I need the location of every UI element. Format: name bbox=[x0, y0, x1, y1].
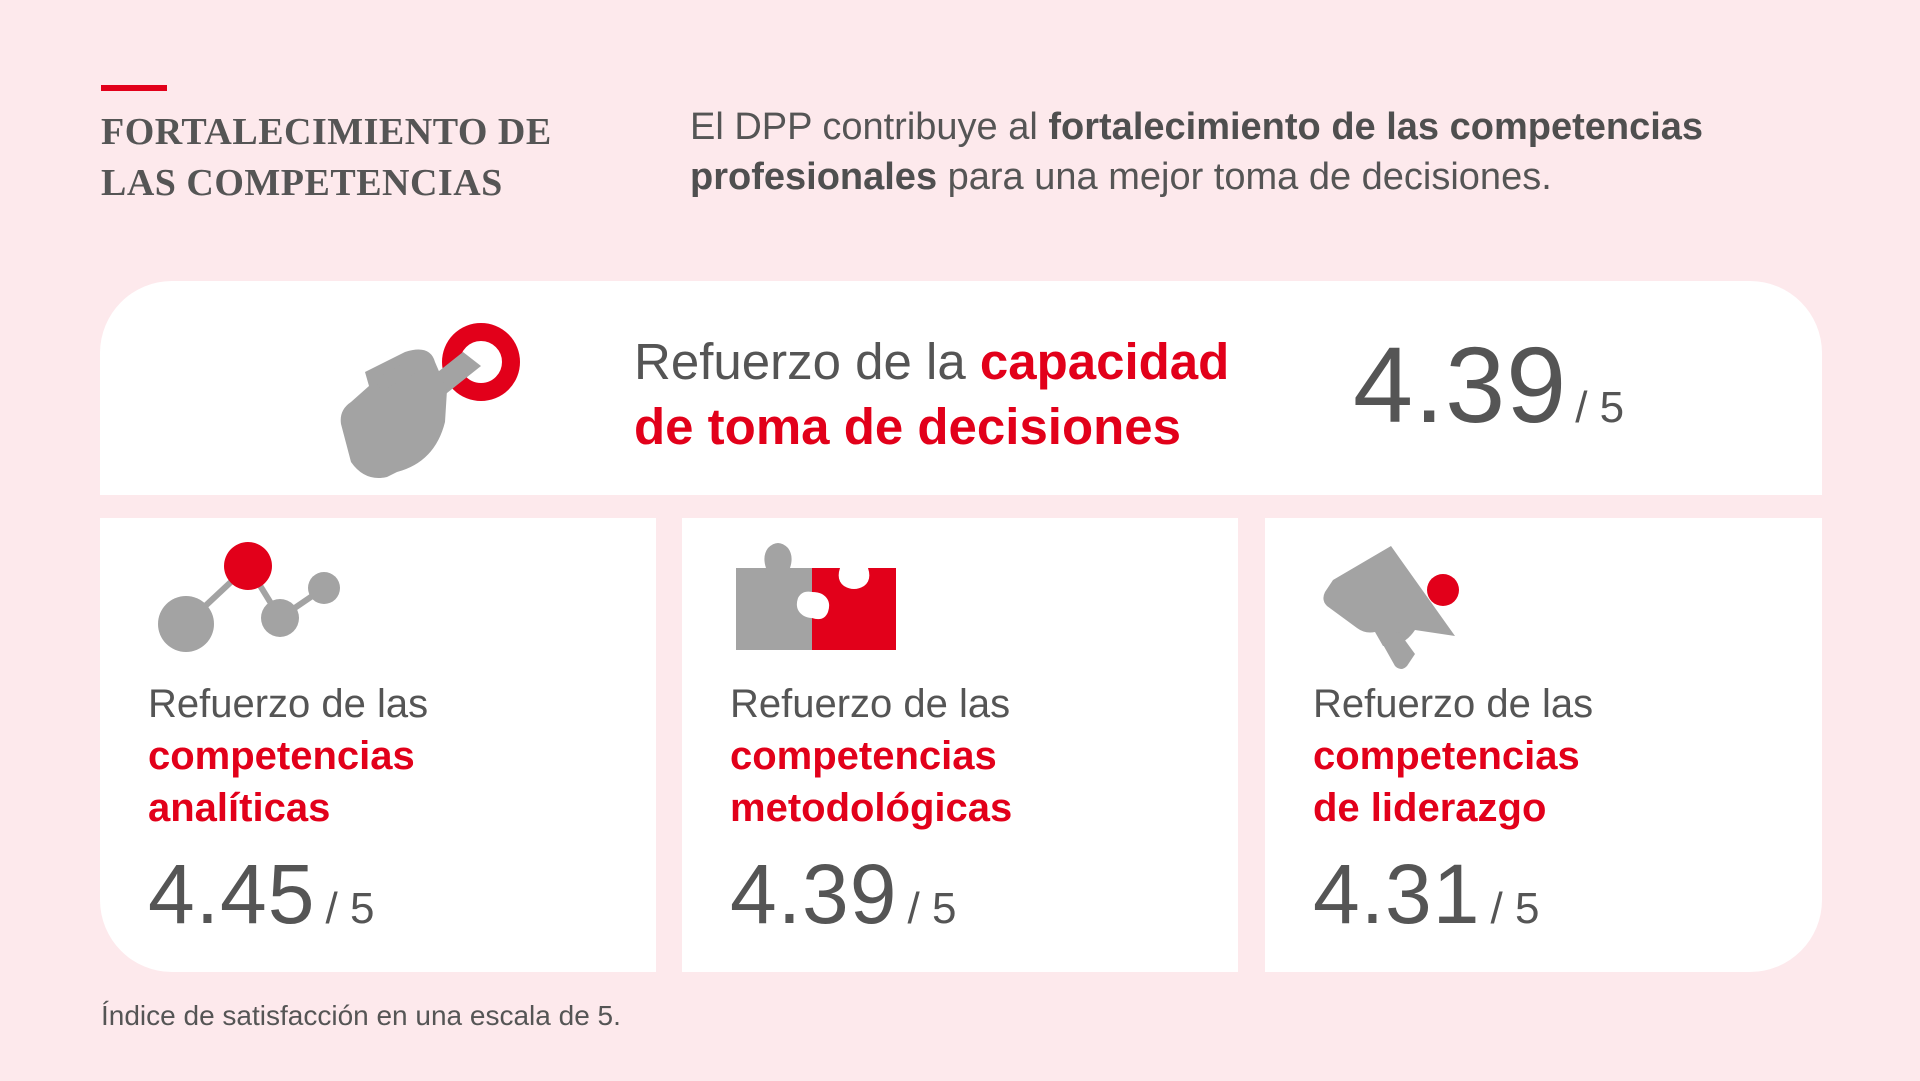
methodological-skills-score: 4.39/ 5 bbox=[730, 848, 956, 940]
intro-text: El DPP contribuye al fortalecimiento de … bbox=[690, 102, 1890, 202]
accent-bar bbox=[101, 85, 167, 91]
decision-making-score-value: 4.39 bbox=[1353, 324, 1568, 445]
leadership-skills-label-line-2: de liderazgo bbox=[1313, 786, 1547, 830]
leadership-skills-label: Refuerzo de las competencias de liderazg… bbox=[1313, 678, 1803, 834]
section-title: FORTALECIMIENTO DE LAS COMPETENCIAS bbox=[101, 107, 601, 209]
leadership-skills-label-line-1: competencias bbox=[1313, 734, 1580, 778]
analytical-skills-label: Refuerzo de las competencias analíticas bbox=[148, 678, 638, 834]
methodological-skills-label-line-2: metodológicas bbox=[730, 786, 1013, 830]
analytical-skills-score-value: 4.45 bbox=[148, 847, 316, 941]
methodological-skills-label-line-1: competencias bbox=[730, 734, 997, 778]
analytical-skills-label-plain: Refuerzo de las bbox=[148, 682, 429, 726]
leadership-skills-score: 4.31/ 5 bbox=[1313, 848, 1539, 940]
decision-making-label: Refuerzo de la capacidad de toma de deci… bbox=[634, 329, 1254, 459]
intro-bold: fortalecimiento de las competencias prof… bbox=[690, 106, 1704, 198]
section-title-line-1: FORTALECIMIENTO DE bbox=[101, 111, 552, 153]
decision-making-card: Refuerzo de la capacidad de toma de deci… bbox=[100, 281, 1822, 495]
leadership-skills-card: Refuerzo de las competencias de liderazg… bbox=[1265, 518, 1822, 972]
intro-part-1: El DPP contribuye al bbox=[690, 106, 1049, 148]
methodological-skills-label: Refuerzo de las competencias metodológic… bbox=[730, 678, 1220, 834]
footnote: Índice de satisfacción en una escala de … bbox=[101, 1000, 621, 1031]
decision-making-label-plain: Refuerzo de la bbox=[634, 333, 980, 390]
analytical-skills-score-scale: / 5 bbox=[325, 884, 375, 933]
megaphone-icon bbox=[1323, 546, 1459, 669]
puzzle-pieces-icon bbox=[736, 543, 896, 650]
analytical-skills-label-line-1: competencias bbox=[148, 734, 415, 778]
methodological-skills-card: Refuerzo de las competencias metodológic… bbox=[682, 518, 1238, 972]
leadership-skills-score-value: 4.31 bbox=[1313, 847, 1481, 941]
section-title-line-2: LAS COMPETENCIAS bbox=[101, 162, 503, 204]
intro-part-2: para una mejor toma de decisiones. bbox=[937, 156, 1552, 198]
methodological-skills-label-plain: Refuerzo de las bbox=[730, 682, 1011, 726]
methodological-skills-score-scale: / 5 bbox=[907, 884, 957, 933]
hand-pointer-icon bbox=[340, 323, 520, 478]
decision-making-label-highlight: capacidad de toma de decisiones bbox=[634, 333, 1230, 455]
analytical-skills-score: 4.45/ 5 bbox=[148, 848, 374, 940]
decision-making-score: 4.39/ 5 bbox=[1353, 329, 1624, 441]
methodological-skills-score-value: 4.39 bbox=[730, 847, 898, 941]
analytical-skills-card: Refuerzo de las competencias analíticas … bbox=[100, 518, 656, 972]
analytical-skills-label-line-2: analíticas bbox=[148, 786, 331, 830]
decision-making-score-scale: / 5 bbox=[1575, 383, 1625, 432]
leadership-skills-score-scale: / 5 bbox=[1490, 884, 1540, 933]
leadership-skills-label-plain: Refuerzo de las bbox=[1313, 682, 1594, 726]
network-nodes-icon bbox=[158, 542, 340, 652]
